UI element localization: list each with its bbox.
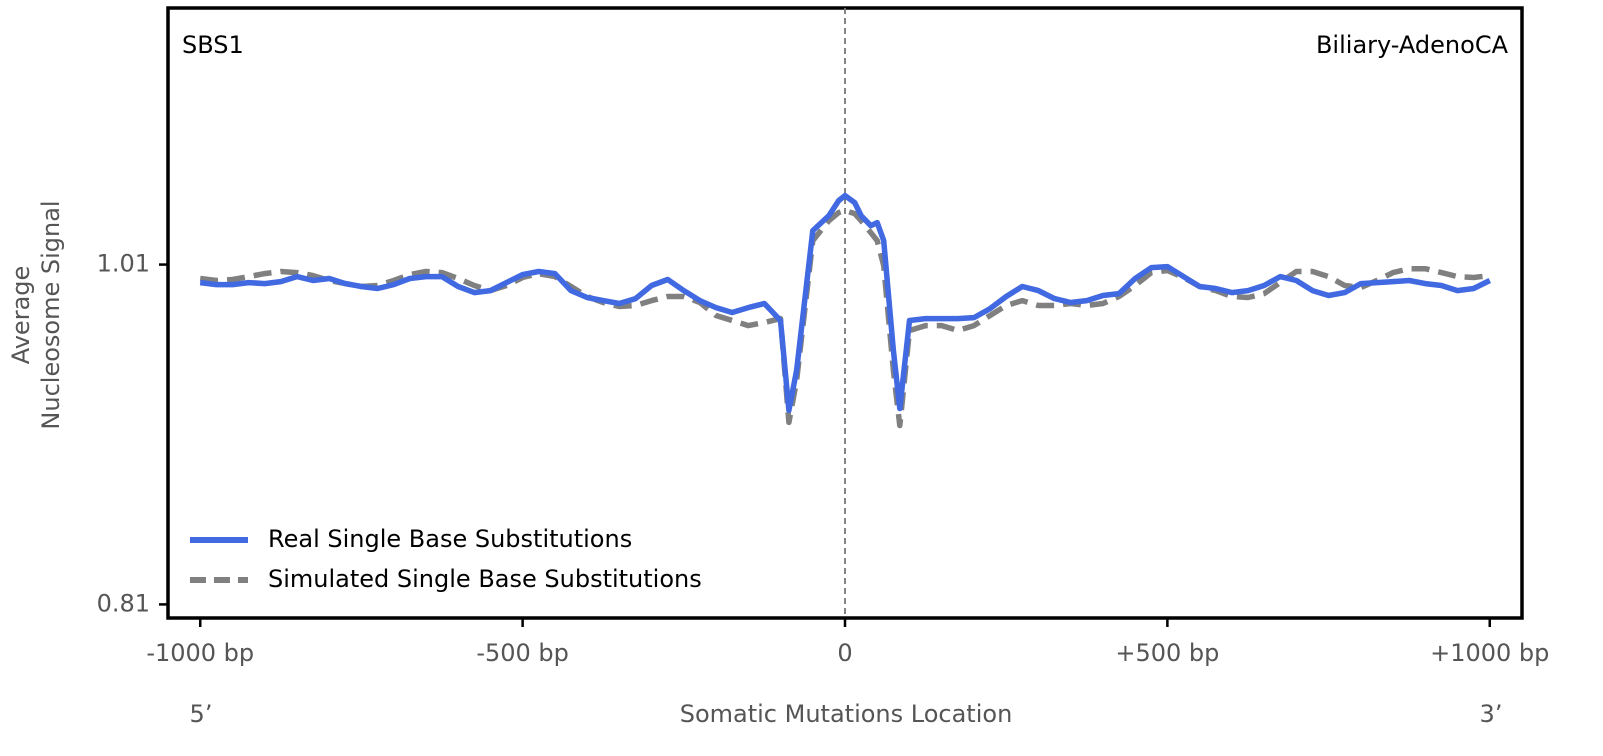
legend-label: Simulated Single Base Substitutions	[268, 565, 702, 593]
data-line	[199, 207, 1491, 429]
y-axis-label: Average Nucleosome Signal	[7, 200, 65, 429]
y-axis-label-line: Nucleosome Signal	[37, 200, 65, 429]
y-axis-label-line: Average	[7, 266, 35, 365]
x-tick-label: 0	[837, 639, 852, 667]
y-tick-label: 1.01	[97, 250, 150, 278]
x-end-label: 3’	[1480, 700, 1503, 728]
y-tick-label: 0.81	[97, 589, 150, 617]
data-line	[199, 192, 1492, 414]
x-axis-label: Somatic Mutations Location	[680, 700, 1013, 728]
x-tick-label: +1000 bp	[1430, 639, 1549, 667]
x-tick-label: +500 bp	[1115, 639, 1219, 667]
x-tick-label: -500 bp	[476, 639, 569, 667]
legend-label: Real Single Base Substitutions	[268, 525, 632, 553]
x-end-label: 5’	[190, 700, 213, 728]
x-tick-label: -1000 bp	[146, 639, 254, 667]
legend: Real Single Base Substitutions Simulated …	[190, 525, 702, 593]
signature-label: SBS1	[182, 31, 244, 59]
cancer-type-label: Biliary-AdenoCA	[1316, 31, 1509, 59]
